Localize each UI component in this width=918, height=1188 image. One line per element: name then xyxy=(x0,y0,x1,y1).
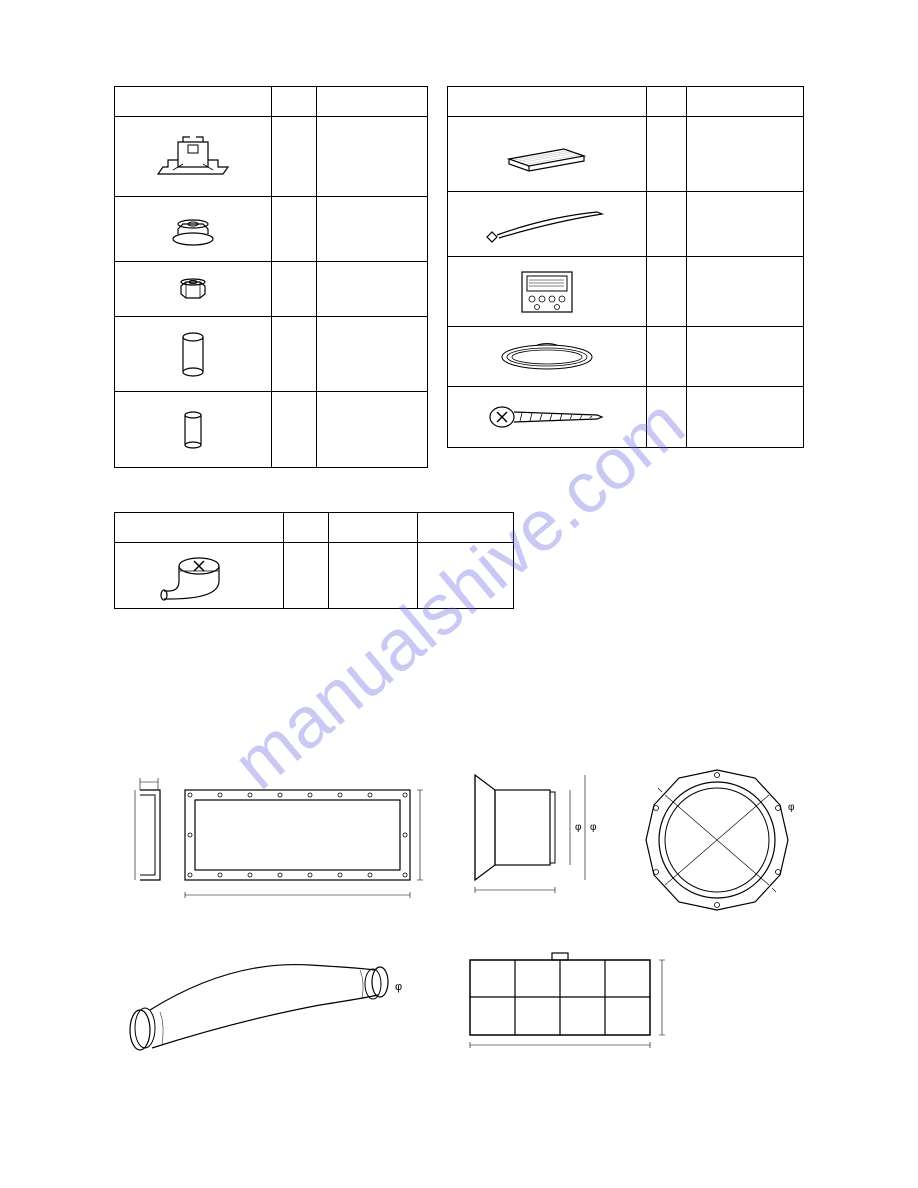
parts-table-3 xyxy=(114,512,514,609)
phi-label-2: φ xyxy=(590,822,597,833)
cylinder-small-icon xyxy=(176,405,211,455)
wood-screw-icon xyxy=(482,400,612,435)
rectangular-duct-diagram xyxy=(130,770,430,910)
phi-label: φ xyxy=(575,822,582,833)
cylinder-large-icon xyxy=(173,327,213,382)
foam-pad-icon xyxy=(499,134,594,174)
remote-controller-icon xyxy=(512,264,582,319)
hex-nut-icon xyxy=(173,272,213,307)
wire-coil-icon xyxy=(492,337,602,377)
clip-bracket-icon xyxy=(148,132,238,182)
round-flange-front-diagram: φ xyxy=(630,760,805,915)
parts-table-2 xyxy=(447,86,804,448)
parts-table-1 xyxy=(114,86,428,468)
round-spigot-side-diagram: φ φ xyxy=(460,760,610,900)
filter-grid-diagram xyxy=(460,945,675,1055)
phi-label-4: φ xyxy=(395,981,402,993)
hex-nut-flat-icon xyxy=(168,209,218,249)
cable-tie-icon xyxy=(477,202,617,247)
drain-elbow-icon xyxy=(154,551,244,601)
phi-label-3: φ xyxy=(788,802,795,813)
flexible-duct-diagram: φ xyxy=(110,940,410,1065)
